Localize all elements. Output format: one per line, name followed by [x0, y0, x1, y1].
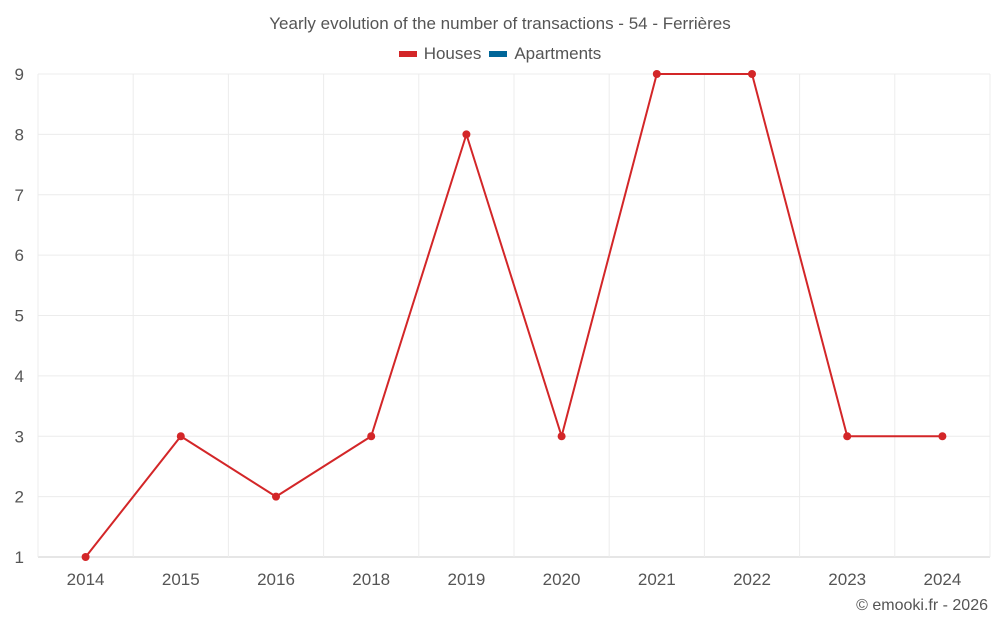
data-point [557, 432, 566, 441]
x-tick-label: 2018 [352, 570, 390, 589]
y-tick-label: 9 [15, 65, 24, 84]
chart-title: Yearly evolution of the number of transa… [269, 14, 731, 33]
y-tick-label: 4 [15, 367, 24, 386]
data-point [81, 553, 90, 561]
x-tick-label: 2015 [162, 570, 200, 589]
data-point [748, 70, 756, 78]
credit-text: © emooki.fr - 2026 [856, 597, 988, 614]
y-tick-label: 8 [15, 125, 24, 144]
legend-swatch-houses [398, 51, 417, 57]
x-tick-label: 2021 [638, 570, 676, 589]
x-tick-label: 2023 [828, 570, 866, 589]
legend-label-apartments: Apartments [514, 44, 602, 63]
legend-swatch-apartments [489, 51, 508, 57]
data-point [652, 70, 661, 78]
y-tick-label: 5 [15, 307, 24, 326]
data-point [462, 130, 471, 139]
x-tick-label: 2024 [923, 570, 961, 589]
chart-legend: Houses Apartments [0, 44, 1000, 64]
data-point [843, 432, 852, 441]
y-tick-label: 2 [15, 488, 24, 507]
y-tick-label: 3 [15, 427, 24, 446]
legend-item-houses[interactable]: Houses [398, 44, 482, 64]
data-point [272, 492, 280, 501]
y-tick-label: 6 [15, 246, 24, 265]
data-point [367, 432, 376, 441]
x-tick-label: 2019 [447, 570, 485, 589]
data-point [176, 432, 185, 441]
y-tick-label: 1 [15, 548, 24, 567]
legend-label-houses: Houses [423, 44, 482, 63]
data-point [938, 432, 947, 441]
x-tick-label: 2014 [67, 570, 105, 589]
y-tick-label: 7 [15, 186, 24, 205]
x-tick-label: 2022 [733, 570, 771, 589]
legend-item-apartments[interactable]: Apartments [489, 44, 601, 64]
series-line-houses [84, 73, 943, 558]
x-tick-label: 2020 [543, 570, 581, 589]
x-tick-label: 2016 [257, 570, 295, 589]
